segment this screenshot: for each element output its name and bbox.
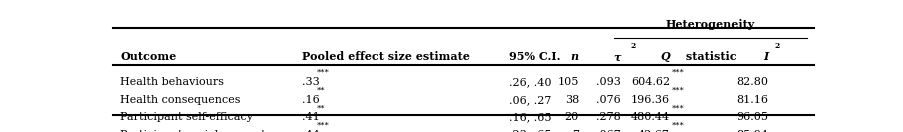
Text: 7: 7 (572, 130, 578, 132)
Text: .26, .40: .26, .40 (508, 77, 551, 87)
Text: .076: .076 (595, 95, 620, 105)
Text: **: ** (316, 87, 324, 95)
Text: .44: .44 (302, 130, 320, 132)
Text: ***: *** (316, 122, 329, 129)
Text: Participant self-efficacy: Participant self-efficacy (120, 112, 253, 122)
Text: ***: *** (316, 69, 329, 77)
Text: .278: .278 (595, 112, 620, 122)
Text: .16: .16 (302, 95, 320, 105)
Text: Outcome: Outcome (120, 51, 176, 62)
Text: Q: Q (659, 51, 669, 62)
Text: .23, .65: .23, .65 (508, 130, 551, 132)
Text: .06, .27: .06, .27 (508, 95, 551, 105)
Text: 95% C.I.: 95% C.I. (508, 51, 560, 62)
Text: Participant social support: Participant social support (120, 130, 265, 132)
Text: Heterogeneity: Heterogeneity (665, 19, 754, 30)
Text: I: I (762, 51, 768, 62)
Text: Health behaviours: Health behaviours (120, 77, 224, 87)
Text: Pooled effect size estimate: Pooled effect size estimate (302, 51, 470, 62)
Text: 105: 105 (557, 77, 578, 87)
Text: ***: *** (671, 104, 684, 112)
Text: **: ** (316, 104, 324, 112)
Text: n: n (570, 51, 578, 62)
Text: 81.16: 81.16 (735, 95, 768, 105)
Text: .093: .093 (595, 77, 620, 87)
Text: 196.36: 196.36 (630, 95, 669, 105)
Text: statistic: statistic (681, 51, 736, 62)
Text: ***: *** (671, 122, 684, 129)
Text: .41: .41 (302, 112, 320, 122)
Text: ***: *** (671, 87, 684, 95)
Text: 82.80: 82.80 (735, 77, 768, 87)
Text: 38: 38 (564, 95, 578, 105)
Text: 2: 2 (630, 42, 636, 50)
Text: 42.67: 42.67 (638, 130, 669, 132)
Text: τ: τ (613, 51, 620, 62)
Text: 96.05: 96.05 (735, 112, 768, 122)
Text: 20: 20 (564, 112, 578, 122)
Text: 2: 2 (774, 42, 778, 50)
Text: ***: *** (671, 69, 684, 77)
Text: .067: .067 (595, 130, 620, 132)
Text: .16, .65: .16, .65 (508, 112, 551, 122)
Text: Health consequences: Health consequences (120, 95, 240, 105)
Text: 85.94: 85.94 (735, 130, 768, 132)
Text: .33: .33 (302, 77, 320, 87)
Text: 480.44: 480.44 (630, 112, 669, 122)
Text: 604.62: 604.62 (630, 77, 669, 87)
